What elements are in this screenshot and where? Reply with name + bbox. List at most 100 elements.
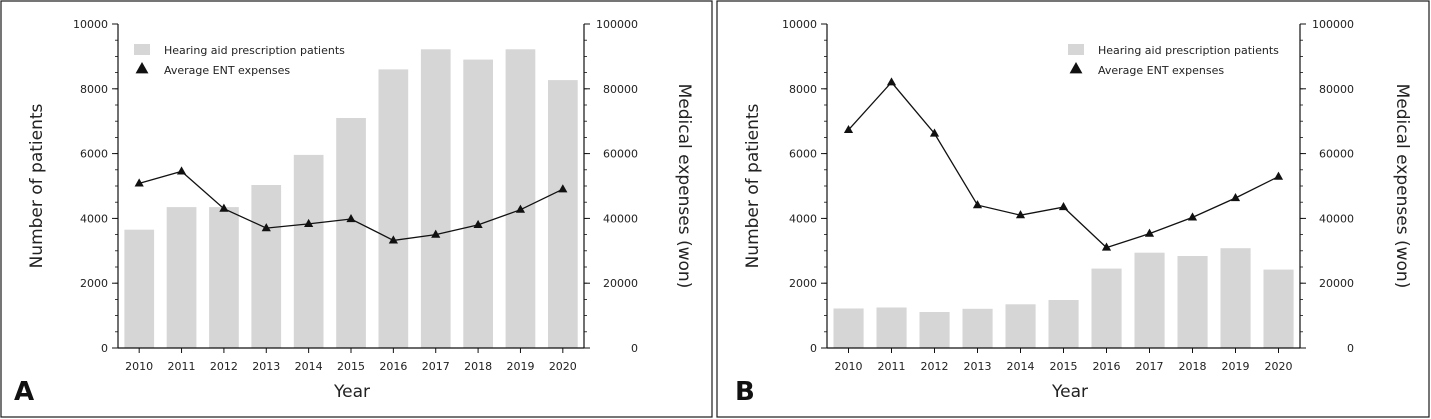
x-axis-title: Year: [333, 382, 370, 402]
bar-2016: [1091, 268, 1122, 348]
panel-label: A: [14, 377, 34, 407]
bar-2019: [1220, 248, 1251, 348]
legend-bar-label: Hearing aid prescription patients: [1098, 44, 1279, 57]
y-tick-label: 10000: [73, 18, 108, 31]
x-tick-label: 2017: [422, 360, 450, 373]
y2-tick-label: 40000: [603, 212, 638, 225]
expense-point-2017: [1144, 228, 1155, 237]
x-tick-label: 2013: [252, 360, 280, 373]
x-tick-label: 2014: [295, 360, 323, 373]
bar-2015: [1048, 300, 1079, 348]
x-tick-label: 2015: [1050, 360, 1078, 373]
legend-bar-swatch: [134, 44, 150, 55]
y2-tick-label: 60000: [1319, 148, 1354, 161]
x-tick-label: 2012: [921, 360, 949, 373]
legend-bar-swatch: [1068, 44, 1084, 55]
panel-b-legend: Hearing aid prescription patients Averag…: [1068, 44, 1279, 77]
bar-2013: [251, 185, 282, 348]
expense-point-2011: [886, 77, 897, 86]
y2-tick-label: 80000: [1319, 83, 1354, 96]
y-tick-label: 2000: [789, 277, 817, 290]
bar-2014: [1005, 304, 1036, 348]
bar-2011: [166, 207, 197, 348]
bar-2018: [463, 59, 493, 348]
y2-axis-title: Medical expenses (won): [674, 84, 694, 289]
panel-b-frame: [716, 0, 1430, 418]
expense-point-2015: [1058, 202, 1069, 211]
bar-2011: [876, 307, 907, 348]
panel-b: 0 2000 4000 6000 8000 10000 0 20000 40000 60000 80…: [716, 0, 1430, 418]
x-tick-label: 2010: [125, 360, 153, 373]
y2-tick-label: 100000: [596, 18, 638, 31]
y2-tick-label: 0: [631, 342, 638, 355]
y-axis-title: Number of patients: [27, 103, 47, 268]
panel-b-line-series: [843, 77, 1284, 251]
bar-2020: [548, 80, 578, 348]
expense-point-2016: [388, 235, 398, 244]
x-tick-label: 2017: [1136, 360, 1164, 373]
y-tick-label: 8000: [80, 83, 108, 96]
y-tick-label: 4000: [789, 212, 817, 225]
x-tick-label: 2015: [337, 360, 365, 373]
y-axis-title: Number of patients: [743, 103, 763, 268]
expense-point-2012: [929, 128, 940, 137]
y-tick-label: 10000: [782, 18, 817, 31]
x-tick-label: 2018: [1179, 360, 1207, 373]
bar-2010: [833, 308, 864, 348]
x-tick-label: 2019: [1222, 360, 1250, 373]
expense-point-2020: [1273, 171, 1284, 180]
expense-point-2019: [1230, 192, 1241, 202]
bar-2017: [420, 49, 451, 349]
legend-bar-label: Hearing aid prescription patients: [164, 44, 345, 57]
panel-a-legend: Hearing aid prescription patients Averag…: [134, 44, 345, 77]
x-axis-title: Year: [1051, 382, 1088, 402]
y-tick-label: 6000: [789, 148, 817, 161]
expense-point-2013: [972, 200, 983, 209]
bar-2010: [124, 229, 155, 348]
panel-b-axes: 0 2000 4000 6000 8000 10000 0 20000 40000 60000 80…: [782, 18, 1354, 373]
y2-tick-label: 40000: [1319, 212, 1354, 225]
x-tick-label: 2013: [964, 360, 992, 373]
expense-point-2014: [1015, 210, 1026, 219]
expense-point-2010: [843, 124, 854, 134]
y-tick-label: 8000: [789, 83, 817, 96]
panel-b-bars: [833, 248, 1294, 348]
x-tick-label: 2016: [1093, 360, 1121, 373]
expense-point-2020: [558, 184, 568, 193]
bar-2013: [962, 308, 993, 348]
x-tick-label: 2019: [506, 360, 534, 373]
expense-point-2018: [473, 219, 483, 228]
bar-2018: [1177, 256, 1208, 348]
expense-point-2015: [346, 214, 356, 223]
y2-tick-label: 20000: [1319, 277, 1354, 290]
y2-axis-title: Medical expenses (won): [1392, 84, 1412, 289]
expense-point-2011: [176, 166, 187, 175]
x-tick-label: 2016: [379, 360, 407, 373]
x-tick-label: 2012: [210, 360, 238, 373]
y-tick-label: 0: [810, 342, 817, 355]
legend-triangle-marker-icon: [135, 62, 149, 74]
y2-tick-label: 20000: [603, 277, 638, 290]
x-tick-label: 2010: [835, 360, 863, 373]
bar-2012: [209, 207, 239, 348]
x-tick-label: 2020: [549, 360, 577, 373]
expense-point-2010: [134, 178, 144, 187]
bar-2019: [505, 49, 536, 349]
panel-label: B: [735, 377, 755, 407]
x-tick-label: 2020: [1265, 360, 1293, 373]
bar-2014: [293, 154, 324, 348]
y2-tick-label: 0: [1347, 342, 1354, 355]
x-tick-label: 2018: [464, 360, 492, 373]
expense-point-2016: [1101, 242, 1112, 251]
y-tick-label: 4000: [80, 212, 108, 225]
panel-a: 0200040006000800010000020000400006000080…: [0, 0, 713, 418]
expense-point-2017: [431, 229, 441, 238]
expense-point-2018: [1187, 212, 1198, 221]
expense-point-2012: [219, 203, 229, 212]
y-tick-label: 0: [101, 342, 108, 355]
x-tick-label: 2011: [168, 360, 196, 373]
panel-a-line-series: [134, 166, 568, 244]
legend-triangle-marker-icon: [1069, 62, 1083, 74]
bar-2017: [1134, 252, 1165, 348]
